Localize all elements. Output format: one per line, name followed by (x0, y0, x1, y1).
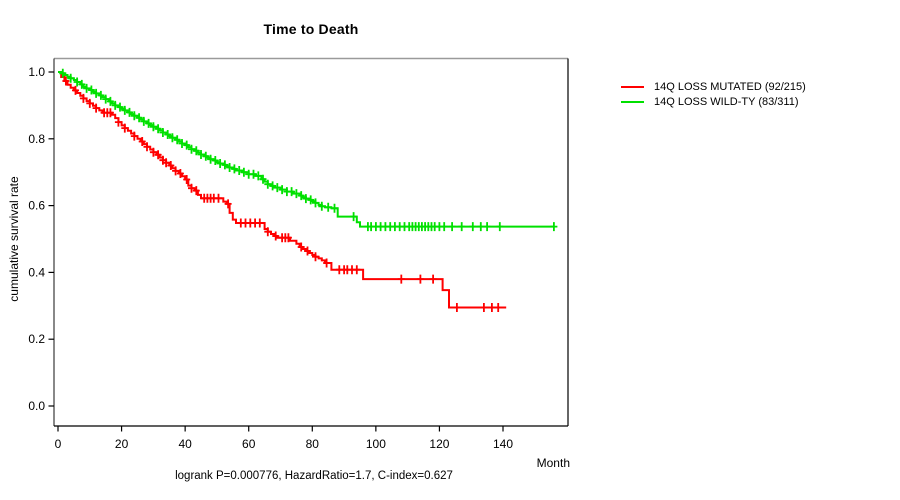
x-tick-label: 80 (306, 437, 320, 451)
legend-item-wildtype: 14Q LOSS WILD-TY (83/311) (621, 94, 806, 109)
chart-title: Time to Death (263, 21, 359, 37)
x-tick-label: 140 (493, 437, 513, 451)
survival-curve-wildtype (58, 71, 554, 228)
y-tick-label: 0.2 (28, 332, 45, 346)
legend: 14Q LOSS MUTATED (92/215) 14Q LOSS WILD-… (621, 79, 806, 109)
x-tick-label: 120 (429, 437, 449, 451)
legend-label-wildtype: 14Q LOSS WILD-TY (83/311) (654, 95, 799, 108)
x-tick-label: 0 (55, 437, 62, 451)
y-tick-label: 0.4 (28, 265, 45, 279)
y-tick-label: 0.0 (28, 399, 45, 413)
legend-label-mutated: 14Q LOSS MUTATED (92/215) (654, 80, 806, 93)
x-tick-label: 100 (366, 437, 386, 451)
y-tick-label: 0.8 (28, 132, 45, 146)
legend-item-mutated: 14Q LOSS MUTATED (92/215) (621, 79, 806, 94)
y-tick-label: 1.0 (28, 65, 45, 79)
stats-annotation: logrank P=0.000776, HazardRatio=1.7, C-i… (175, 470, 453, 482)
censor-marks-wildtype (59, 68, 558, 232)
legend-line-green-icon (621, 100, 644, 103)
x-axis-label: Month (536, 456, 570, 470)
x-tick-label: 20 (115, 437, 129, 451)
censor-marks-mutated (62, 76, 502, 312)
y-tick-label: 0.6 (28, 199, 45, 213)
x-tick-label: 60 (242, 437, 256, 451)
legend-line-red-icon (621, 85, 644, 88)
x-tick-label: 40 (178, 437, 192, 451)
